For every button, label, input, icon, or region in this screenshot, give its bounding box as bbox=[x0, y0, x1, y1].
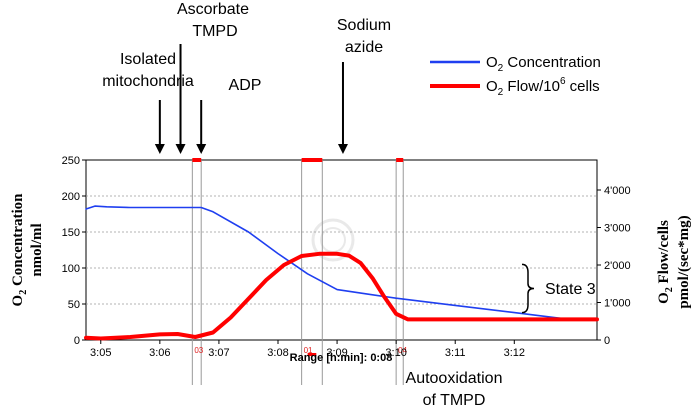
x-axis-ticks: 3:05 3:06 3:07 3:08 3:09 3:10 3:11 3:12 bbox=[90, 340, 525, 359]
x-tick-label: 3:11 bbox=[445, 347, 466, 359]
marker-window-label: 04 bbox=[398, 346, 407, 355]
annotation-sodium-azide: Sodium azide bbox=[337, 17, 391, 56]
x-axis-range-label: Range [h:min]: 0:08 bbox=[290, 352, 393, 364]
left-tick-label: 100 bbox=[62, 263, 80, 275]
series-line-o2-concentration bbox=[85, 205, 598, 321]
x-tick-label: 3:12 bbox=[504, 347, 525, 359]
left-tick-label: 250 bbox=[62, 155, 80, 167]
marker-window-label: 01 bbox=[304, 346, 313, 355]
x-tick-label: 3:06 bbox=[149, 347, 170, 359]
series-line-o2-flow bbox=[84, 251, 599, 341]
left-axis-title-line1: O2 Concentration bbox=[10, 193, 29, 307]
x-tick-label: 3:05 bbox=[90, 347, 111, 359]
marker-window-label: 03 bbox=[194, 346, 203, 355]
legend-label-concentration: O2 Concentration bbox=[486, 54, 601, 74]
right-axis-title-line2: pmol/(sec*mg) bbox=[676, 215, 692, 308]
arrow-isolated-head bbox=[154, 144, 165, 154]
state3-bracket bbox=[521, 263, 535, 314]
left-tick-label: 50 bbox=[68, 299, 80, 311]
right-axis-title-line1: O2 Flow/cells bbox=[656, 220, 675, 304]
sodium-line2: azide bbox=[345, 39, 383, 56]
annotation-isolated: Isolated mitochondria bbox=[102, 51, 194, 90]
x-tick-label: 3:10 bbox=[385, 347, 406, 359]
sodium-line1: Sodium bbox=[337, 17, 391, 34]
left-tick-label: 200 bbox=[62, 191, 80, 203]
autoox-line1: Autooxidation bbox=[406, 370, 503, 387]
annotation-autooxidation: Autooxidation of TMPD bbox=[406, 370, 503, 409]
left-tick-label: 150 bbox=[62, 227, 80, 239]
isolated-line1: Isolated bbox=[120, 51, 176, 68]
marker-windows: 03 01 04 bbox=[191, 158, 408, 385]
series-layer bbox=[84, 205, 599, 341]
arrow-ascorbate-head bbox=[175, 144, 186, 154]
right-tick-label: 4'000 bbox=[604, 185, 631, 197]
autoox-line2: of TMPD bbox=[423, 392, 486, 409]
marker-window-top-bar bbox=[396, 158, 404, 162]
legend: O2 Concentration O2 Flow/106 cells bbox=[430, 54, 601, 98]
isolated-line2: mitochondria bbox=[102, 73, 194, 90]
left-axis-title-line2: nmol/ml bbox=[29, 223, 45, 276]
annotation-state3: State 3 bbox=[545, 281, 596, 298]
right-axis-ticks: 0 1'000 2'000 3'000 4'000 bbox=[597, 185, 631, 347]
ascorbate-line2: TMPD bbox=[192, 23, 237, 40]
annotation-ascorbate: Ascorbate TMPD bbox=[177, 1, 249, 40]
arrows bbox=[154, 44, 348, 154]
ascorbate-line1: Ascorbate bbox=[177, 1, 249, 18]
state3-brace bbox=[521, 263, 535, 314]
right-tick-label: 3'000 bbox=[604, 223, 631, 235]
marker-window-top-bar bbox=[301, 158, 323, 162]
left-axis-ticks: 0 50 100 150 200 250 bbox=[62, 155, 86, 347]
arrow-sodium-head bbox=[337, 144, 348, 154]
plot-area bbox=[85, 159, 598, 341]
x-tick-label: 3:09 bbox=[326, 347, 347, 359]
right-tick-label: 0 bbox=[604, 335, 610, 347]
right-tick-label: 1'000 bbox=[604, 298, 631, 310]
marker-window-top-bar bbox=[192, 158, 202, 162]
right-tick-label: 2'000 bbox=[604, 260, 631, 272]
x-tick-label: 3:07 bbox=[208, 347, 229, 359]
arrow-adp-head bbox=[196, 144, 207, 154]
legend-label-flow: O2 Flow/106 cells bbox=[486, 76, 600, 98]
gridlines bbox=[86, 195, 597, 305]
x-tick-label: 3:08 bbox=[267, 347, 288, 359]
marker-window-bottom-bar bbox=[307, 353, 317, 356]
annotation-adp: ADP bbox=[229, 77, 262, 94]
left-tick-label: 0 bbox=[74, 335, 80, 347]
